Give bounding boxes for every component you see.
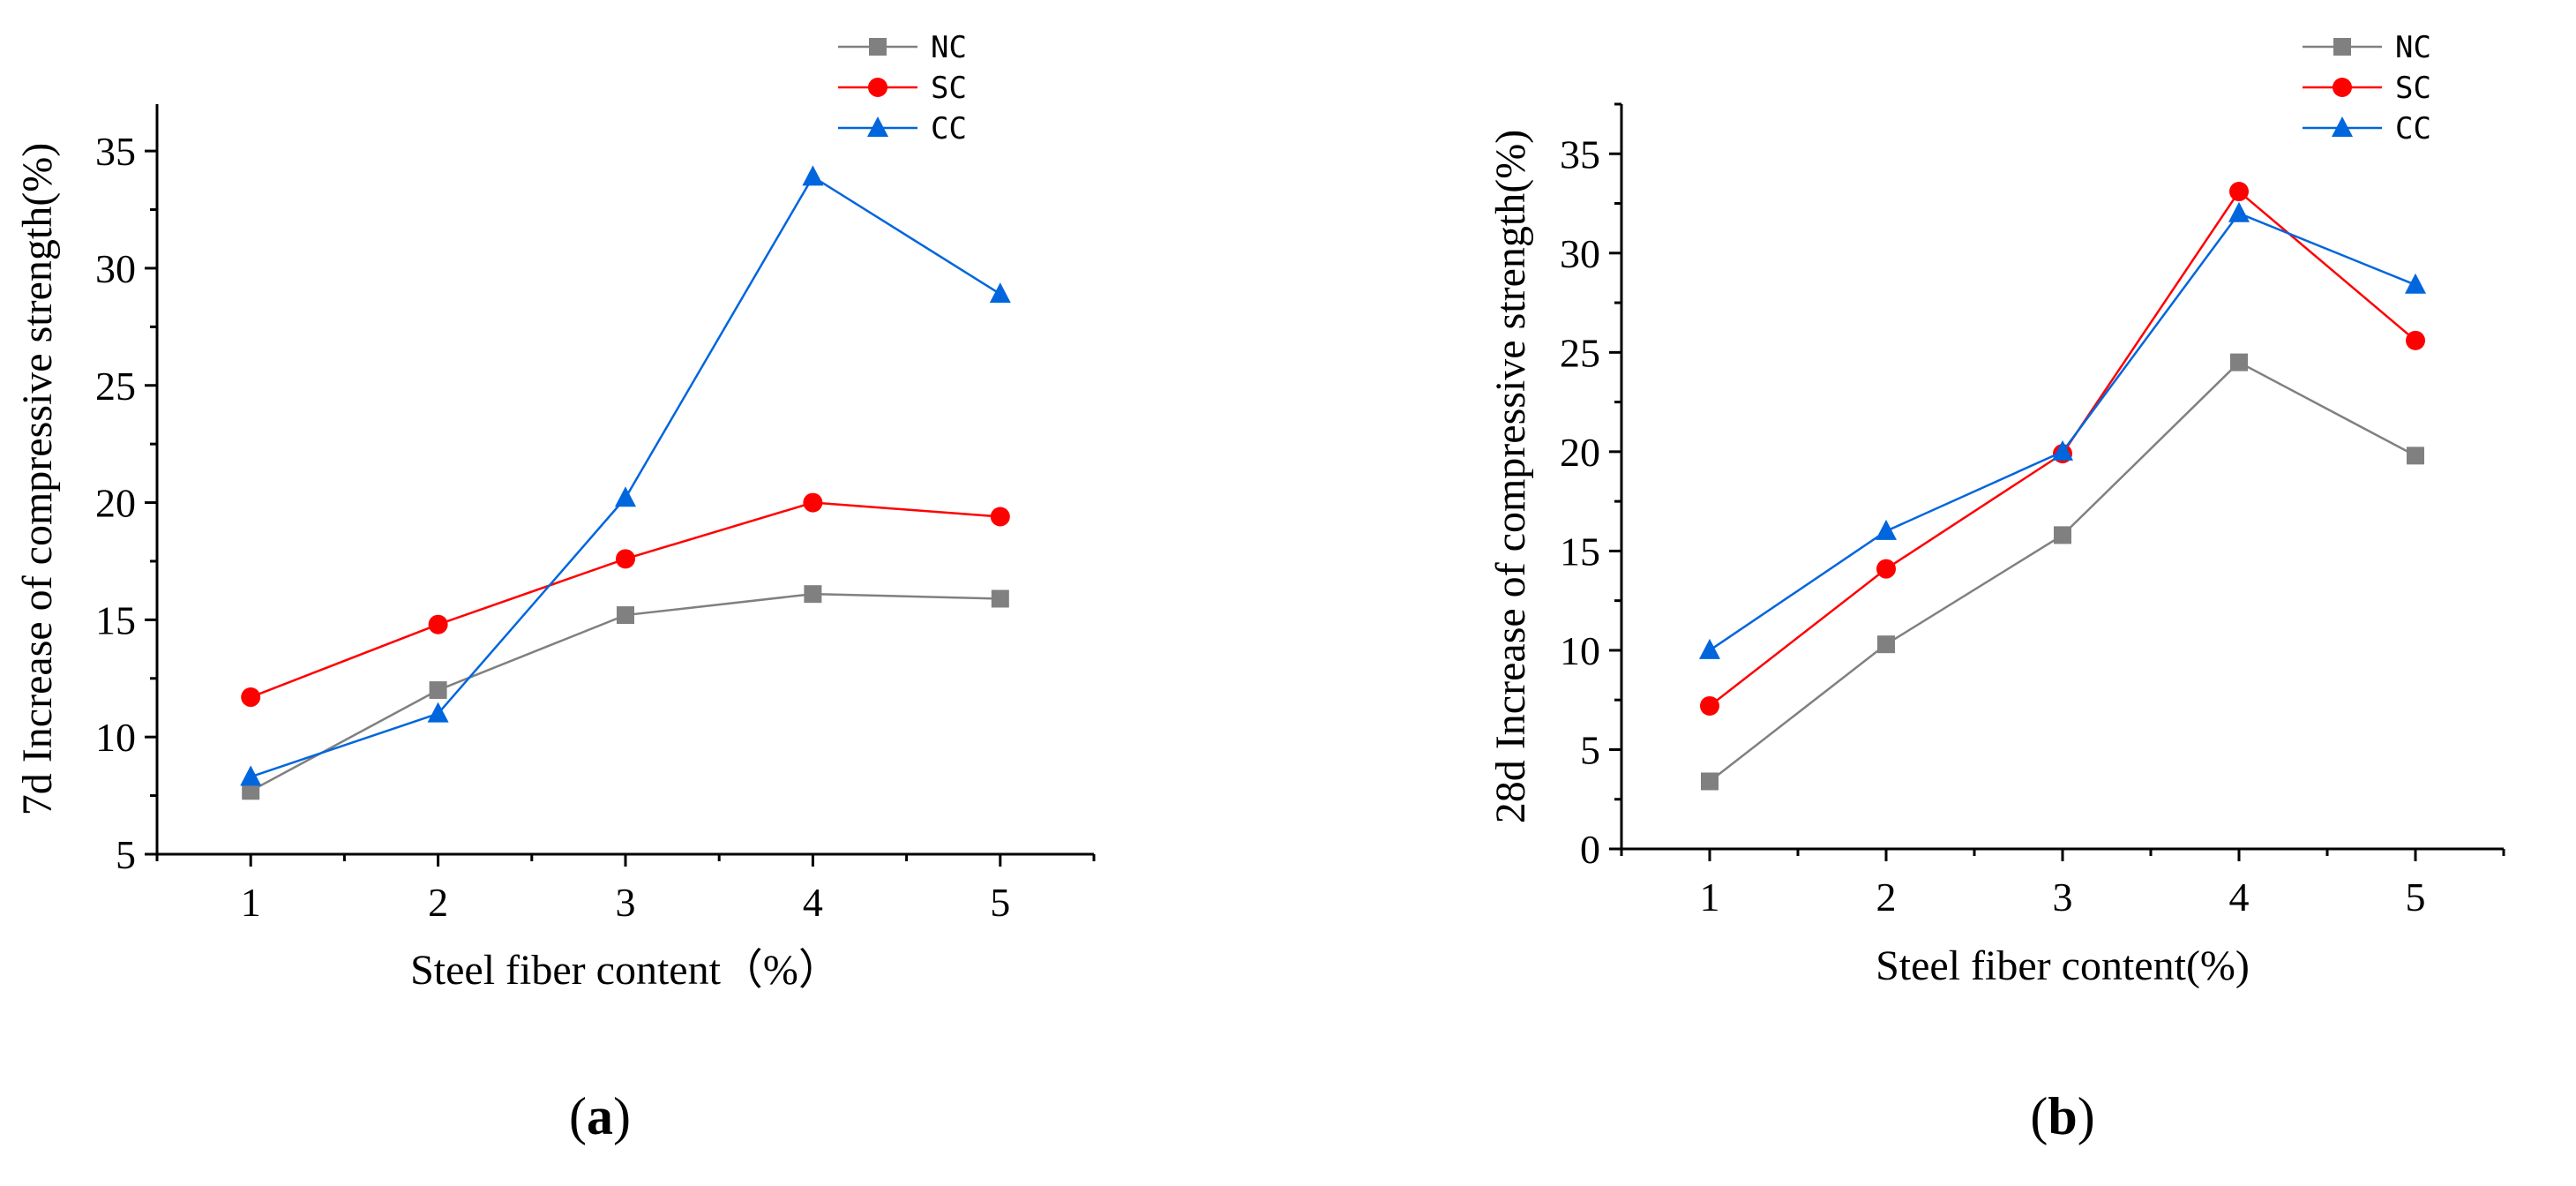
data-point-sc xyxy=(803,492,823,513)
y-tick-label: 15 xyxy=(1560,529,1600,574)
data-point-cc xyxy=(2052,439,2073,461)
y-tick-label: 35 xyxy=(95,129,136,174)
series-line-sc xyxy=(250,501,1000,699)
panel-label: (b) xyxy=(2030,1087,2094,1145)
x-tick-label: 3 xyxy=(2053,874,2073,920)
chart-panel-b: 0 5 10 15 20 25 30 35 1 2 3 4 5 Steel fiber content(%… xyxy=(1487,30,2505,1145)
legend-label-sc: SC xyxy=(931,71,967,106)
x-tick-label: 1 xyxy=(1700,874,1720,920)
data-point-nc xyxy=(804,585,822,604)
data-point-cc xyxy=(615,486,636,507)
x-tick-label: 2 xyxy=(1876,874,1897,920)
x-axis-title: Steel fiber content（%） xyxy=(410,947,841,994)
data-point-sc xyxy=(1876,559,1896,579)
y-axis-title: 28d Increase of compressive strength(%) xyxy=(1487,130,1534,823)
y-tick-label: 5 xyxy=(116,832,136,877)
data-point-nc xyxy=(2054,526,2071,544)
y-tick-label: 5 xyxy=(1580,727,1600,772)
x-tick-label: 5 xyxy=(990,880,1010,925)
y-tick-label: 30 xyxy=(1560,231,1600,276)
data-point-sc xyxy=(616,549,635,569)
y-tick-label: 25 xyxy=(1560,330,1600,375)
data-point-sc xyxy=(241,687,261,708)
legend-marker-cc xyxy=(867,116,888,137)
series-sc xyxy=(241,492,1010,708)
data-point-nc xyxy=(242,782,260,800)
panel-label: (a) xyxy=(569,1087,631,1145)
data-point-sc xyxy=(428,614,448,634)
data-point-cc xyxy=(2228,201,2250,222)
x-tick-label: 1 xyxy=(241,880,261,925)
data-point-sc xyxy=(2406,330,2425,350)
x-tick-label: 3 xyxy=(616,880,636,925)
legend-marker-nc xyxy=(869,38,887,56)
x-tick-label: 4 xyxy=(2229,874,2250,920)
legend-label-cc: CC xyxy=(931,111,967,146)
y-axis-title: 7d Increase of compressive strength(%) xyxy=(14,143,61,815)
legend-label-cc: CC xyxy=(2395,111,2431,146)
y-tick-label: 25 xyxy=(95,364,136,409)
y-tick-label: 0 xyxy=(1580,827,1600,872)
data-point-nc xyxy=(1877,635,1895,654)
series-line-cc xyxy=(250,175,1001,778)
legend-marker-cc xyxy=(2332,116,2353,137)
data-point-cc xyxy=(802,165,824,186)
legend-label-nc: NC xyxy=(931,30,967,65)
y-tick-label: 15 xyxy=(95,597,136,642)
data-point-cc xyxy=(427,702,449,723)
legend-marker-sc xyxy=(2333,78,2352,97)
data-point-cc xyxy=(989,282,1011,304)
data-point-nc xyxy=(2230,353,2248,372)
data-point-sc xyxy=(2229,182,2249,202)
y-tick-label: 20 xyxy=(1560,430,1600,475)
series-line-cc xyxy=(1709,212,2416,651)
y-tick-label: 20 xyxy=(95,481,136,526)
data-point-sc xyxy=(1700,695,1719,716)
data-point-nc xyxy=(2407,447,2424,465)
series-nc xyxy=(1701,353,2424,791)
data-point-nc xyxy=(429,681,447,700)
x-axis-title: Steel fiber content(%) xyxy=(1876,942,2250,989)
legend-marker-nc xyxy=(2333,38,2351,56)
chart-panel-a: 5 10 15 20 25 30 35 1 2 3 4 5 Steel fiber content（%）… xyxy=(14,30,1096,1145)
data-point-cc xyxy=(2405,273,2426,294)
legend: NC SC CC xyxy=(2303,30,2431,146)
x-tick-label: 4 xyxy=(803,880,823,925)
data-point-sc xyxy=(990,507,1010,527)
data-point-nc xyxy=(991,589,1009,608)
data-point-nc xyxy=(617,606,634,625)
data-point-nc xyxy=(1701,772,1719,791)
data-point-cc xyxy=(1876,519,1897,540)
legend: NC SC CC xyxy=(838,30,967,146)
x-tick-label: 5 xyxy=(2406,874,2426,920)
x-tick-label: 2 xyxy=(428,880,448,925)
series-cc xyxy=(1699,201,2426,659)
series-nc xyxy=(242,585,1009,800)
legend-marker-sc xyxy=(868,78,887,97)
data-point-cc xyxy=(240,765,262,786)
y-tick-label: 35 xyxy=(1560,131,1600,176)
legend-label-nc: NC xyxy=(2395,30,2431,65)
y-tick-label: 10 xyxy=(1560,628,1600,673)
y-tick-label: 10 xyxy=(95,715,136,760)
data-point-cc xyxy=(1699,638,1720,659)
series-cc xyxy=(240,165,1011,786)
y-tick-label: 30 xyxy=(95,246,136,291)
series-line-nc xyxy=(1709,361,2416,783)
legend-label-sc: SC xyxy=(2395,71,2431,106)
